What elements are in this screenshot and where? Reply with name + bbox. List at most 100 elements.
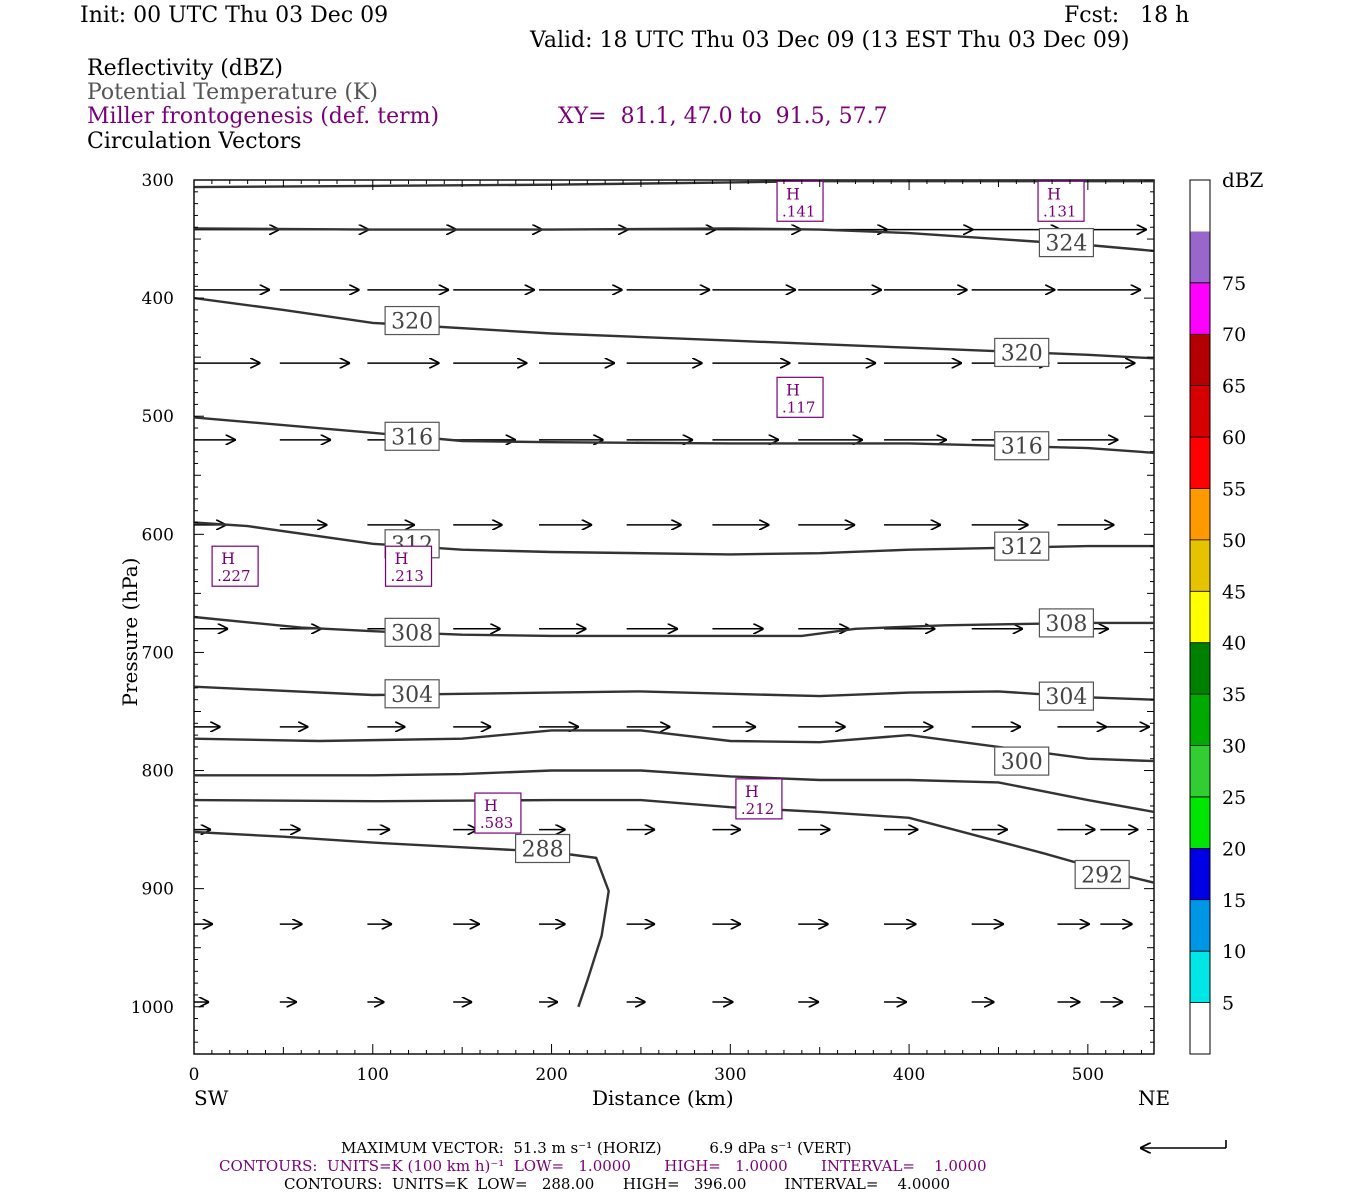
colorbar-segment — [1190, 385, 1210, 438]
theta-label-box — [384, 617, 440, 647]
colorbar-segment — [1190, 334, 1210, 386]
theta-label-box — [1074, 859, 1130, 890]
y-axis-label: Pressure (hPa) — [118, 557, 142, 707]
frontogenesis-high-value: .141 — [782, 202, 815, 220]
reference-vector — [1140, 1140, 1227, 1148]
theta-label: 304 — [1045, 685, 1087, 710]
theta-label-box — [384, 679, 440, 709]
colorbar-label: 65 — [1222, 376, 1246, 398]
frontogenesis-high-box — [1037, 180, 1085, 222]
frontogenesis-high-box — [735, 778, 783, 820]
colorbar-label: 60 — [1222, 427, 1246, 449]
theta-label-box — [994, 337, 1050, 368]
axes: 300 400 500 600 700 800 900 1000 0 100 200 300 400 50… — [131, 171, 1154, 1085]
field-potential-temperature: Potential Temperature (K) — [87, 80, 378, 105]
plot-area — [193, 179, 1155, 1055]
y-tick-label: 500 — [142, 407, 174, 427]
y-tick-label: 300 — [142, 171, 174, 191]
frontogenesis-high-marker: H — [395, 549, 409, 568]
x-end-label-right: NE — [1138, 1086, 1171, 1110]
colorbar-label: 35 — [1222, 684, 1246, 706]
theta-label-box — [384, 421, 440, 451]
colorbar-segment — [1190, 796, 1210, 849]
y-tick-label: 400 — [142, 289, 174, 309]
colorbar-segment — [1190, 231, 1210, 283]
frontogenesis-high-marker: H — [786, 184, 800, 203]
colorbar-segment — [1190, 745, 1210, 797]
theta-label-box — [384, 305, 440, 336]
colorbar-segment — [1190, 694, 1210, 746]
colorbar-segment — [1190, 642, 1210, 695]
frontogenesis-high-value: .227 — [217, 567, 250, 585]
theta-label: 320 — [1001, 341, 1043, 366]
colorbar-label: 50 — [1222, 530, 1246, 552]
frontogenesis-high-value: .583 — [480, 814, 513, 832]
theta-label: 292 — [1081, 863, 1123, 888]
theta-label: 316 — [391, 425, 433, 450]
y-tick-label: 600 — [142, 525, 174, 545]
x-end-label-left: SW — [194, 1086, 229, 1110]
cross-section-endpoints: XY= 81.1, 47.0 to 91.5, 57.7 — [558, 104, 888, 129]
frontogenesis-high-value: .213 — [391, 567, 424, 585]
colorbar-label: 40 — [1222, 633, 1246, 655]
valid-time: Valid: 18 UTC Thu 03 Dec 09 (13 EST Thu … — [530, 28, 1130, 53]
theta-label: 320 — [391, 310, 433, 335]
colorbar-segment — [1190, 488, 1210, 540]
y-tick-label: 800 — [142, 762, 174, 782]
colorbar-label: 5 — [1222, 993, 1234, 1015]
x-tick-label: 500 — [1072, 1065, 1104, 1085]
field-circulation-vectors: Circulation Vectors — [87, 129, 302, 154]
frontogenesis-high-value: .131 — [1043, 202, 1076, 220]
colorbar-label: 15 — [1222, 890, 1246, 912]
x-tick-label: 0 — [189, 1065, 200, 1085]
colorbar-label: 75 — [1222, 273, 1246, 295]
theta-contour-320 — [193, 296, 1155, 360]
theta-label: 308 — [391, 621, 433, 646]
frontogenesis-high-box — [211, 545, 259, 587]
frontogenesis-high-box — [384, 545, 433, 587]
frontogenesis-high-value: .117 — [782, 398, 815, 416]
frontogenesis-high-marker: H — [221, 549, 235, 568]
colorbar-segment — [1190, 539, 1210, 592]
frontogenesis-high-value: .212 — [741, 800, 774, 818]
init-time: Init: 00 UTC Thu 03 Dec 09 — [80, 3, 389, 28]
colorbar-label: 10 — [1222, 941, 1246, 963]
field-frontogenesis: Miller frontogenesis (def. term) — [87, 104, 440, 129]
frontogenesis-high-box — [776, 180, 824, 222]
colorbar-label: 20 — [1222, 838, 1246, 860]
x-tick-label: 200 — [535, 1065, 567, 1085]
y-tick-label: 1000 — [131, 998, 174, 1018]
frontogenesis-high-marker: H — [745, 782, 759, 801]
theta-label-box — [994, 746, 1050, 776]
colorbar-label: 70 — [1222, 324, 1246, 346]
theta-label: 324 — [1045, 232, 1087, 257]
theta-label: 304 — [391, 683, 433, 708]
field-reflectivity: Reflectivity (dBZ) — [87, 56, 283, 81]
theta-label-box — [515, 833, 571, 864]
frontogenesis-high-box — [474, 792, 522, 834]
colorbar-segment — [1190, 1002, 1210, 1054]
frontogenesis-high-box — [776, 376, 824, 418]
forecast-hour: Fcst: 18 h — [1064, 3, 1190, 28]
frontogenesis-high-marker: H — [484, 796, 498, 815]
colorbar-segment — [1190, 951, 1210, 1003]
contours-frontogenesis-info: CONTOURS: UNITS=K (100 km h)⁻¹ LOW= 1.00… — [219, 1157, 987, 1175]
theta-label: 308 — [1045, 612, 1087, 637]
colorbar-segment — [1190, 899, 1210, 952]
theta-label: 316 — [1001, 435, 1043, 460]
plot-frame — [193, 179, 1155, 1055]
colorbar-outline — [1189, 179, 1211, 1055]
theta-label: 288 — [522, 837, 564, 862]
theta-contour-308 — [193, 615, 1154, 638]
theta-contour-288 — [193, 830, 610, 1008]
dbz-colorbar: 5 10 15 20 25 30 35 40 45 50 55 60 65 70 75 — [1189, 179, 1246, 1055]
theta-label: 312 — [1001, 535, 1043, 560]
y-tick-label: 900 — [142, 880, 174, 900]
theta-label-box — [1038, 608, 1095, 638]
colorbar-segment — [1190, 180, 1210, 232]
colorbar-label: 30 — [1222, 736, 1246, 758]
colorbar-label: 55 — [1222, 478, 1246, 500]
colorbar-segment — [1190, 591, 1210, 643]
